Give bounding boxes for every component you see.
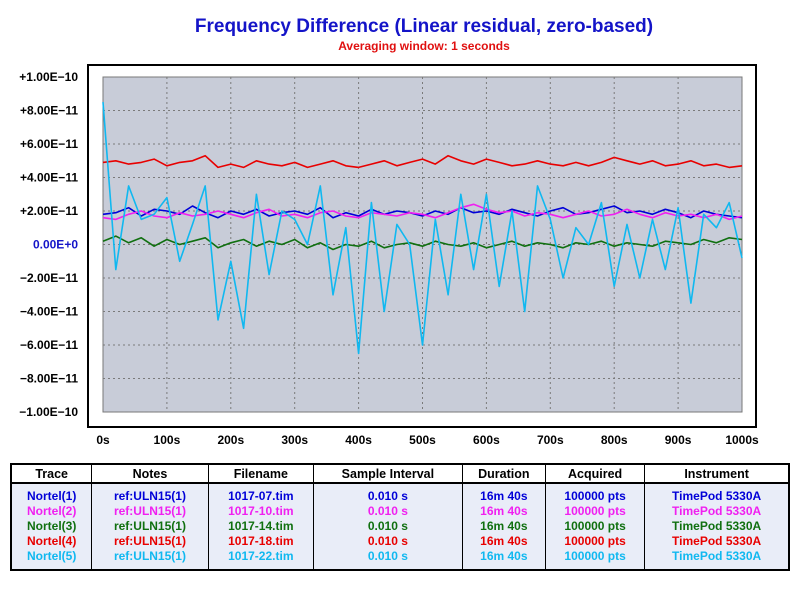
x-tick-label: 300s (281, 433, 308, 447)
header-instrument: Instrument (644, 463, 790, 484)
legend-cell-acquired: 100000 pts (544, 483, 646, 503)
series-line-2 (102, 203, 743, 221)
legend-cell-notes: ref:ULN15(1) (91, 483, 209, 503)
legend-cell-instrument: TimePod 5330A (644, 483, 790, 503)
legend-cell-trace: Nortel(4) (10, 533, 93, 548)
chart-subtitle: Averaging window: 1 seconds (338, 39, 510, 53)
y-tick-label: +6.00E−11 (20, 137, 78, 151)
legend-cell-interval: 0.010 s (313, 483, 463, 503)
header-sample-interval: Sample Interval (313, 463, 463, 484)
legend-cell-trace: Nortel(1) (10, 483, 93, 503)
legend-cell-duration: 16m 40s (461, 533, 547, 548)
x-tick-label: 700s (537, 433, 564, 447)
grid-lines (102, 76, 743, 413)
series-line-1 (102, 205, 743, 219)
x-tick-label: 600s (473, 433, 500, 447)
x-tick-label: 0s (96, 433, 110, 447)
y-tick-label: +2.00E−11 (20, 204, 78, 218)
legend-cell-filename: 1017-07.tim (207, 483, 315, 503)
legend-header-row: Trace Notes Filename Sample Interval Dur… (10, 463, 790, 484)
legend-cell-instrument: TimePod 5330A (644, 533, 790, 548)
legend-cell-trace: Nortel(2) (10, 503, 93, 518)
legend-cell-filename: 1017-10.tim (207, 503, 315, 518)
series-line-5 (102, 102, 743, 355)
header-notes: Notes (91, 463, 209, 484)
y-tick-label: −1.00E−10 (19, 405, 78, 419)
trace-legend-table: Trace Notes Filename Sample Interval Dur… (10, 463, 790, 571)
legend-cell-instrument: TimePod 5330A (644, 548, 790, 570)
legend-cell-trace: Nortel(3) (10, 518, 93, 533)
legend-cell-duration: 16m 40s (461, 503, 547, 518)
y-tick-label: 0.00E+0 (33, 238, 78, 252)
header-filename: Filename (207, 463, 315, 484)
legend-cell-acquired: 100000 pts (544, 518, 646, 533)
legend-cell-notes: ref:ULN15(1) (91, 533, 209, 548)
legend-cell-filename: 1017-22.tim (207, 548, 315, 570)
legend-cell-acquired: 100000 pts (544, 503, 646, 518)
frequency-difference-chart: 0s 100s 200s 300s 400s 500s 600s 700s 800s 900s 10… (19, 64, 759, 447)
chart-title: Frequency Difference (Linear residual, z… (194, 16, 654, 37)
header-duration: Duration (461, 463, 547, 484)
x-tick-label: 900s (665, 433, 692, 447)
series-line-4 (102, 154, 743, 169)
legend-cell-interval: 0.010 s (313, 548, 463, 570)
legend-cell-acquired: 100000 pts (544, 548, 646, 570)
x-axis-ticks: 0s 100s 200s 300s 400s 500s 600s 700s 800s 900s 10… (96, 433, 759, 447)
legend-cell-trace: Nortel(5) (10, 548, 93, 570)
y-tick-label: +8.00E−11 (20, 104, 78, 118)
y-tick-label: −8.00E−11 (20, 372, 78, 386)
legend-cell-interval: 0.010 s (313, 518, 463, 533)
legend-cell-notes: ref:ULN15(1) (91, 548, 209, 570)
y-tick-label: −6.00E−11 (20, 338, 78, 352)
y-tick-label: −4.00E−11 (20, 305, 78, 319)
legend-cell-acquired: 100000 pts (544, 533, 646, 548)
x-tick-label: 800s (601, 433, 628, 447)
x-tick-label: 200s (217, 433, 244, 447)
header-acquired: Acquired (544, 463, 646, 484)
legend-cell-notes: ref:ULN15(1) (91, 503, 209, 518)
legend-cell-notes: ref:ULN15(1) (91, 518, 209, 533)
legend-cell-interval: 0.010 s (313, 533, 463, 548)
legend-cell-instrument: TimePod 5330A (644, 518, 790, 533)
x-tick-label: 400s (345, 433, 372, 447)
legend-cell-interval: 0.010 s (313, 503, 463, 518)
legend-cell-instrument: TimePod 5330A (644, 503, 790, 518)
x-tick-label: 500s (409, 433, 436, 447)
y-tick-label: +4.00E−11 (20, 171, 78, 185)
series-layer (102, 102, 743, 355)
y-tick-label: +1.00E−10 (19, 70, 78, 84)
series-line-3 (102, 235, 743, 251)
x-tick-label: 1000s (725, 433, 759, 447)
legend-cell-filename: 1017-14.tim (207, 518, 315, 533)
y-axis-ticks: +1.00E−10 +8.00E−11 +6.00E−11 +4.00E−11 +2.0… (19, 70, 78, 419)
legend-cell-duration: 16m 40s (461, 548, 547, 570)
legend-cell-filename: 1017-18.tim (207, 533, 315, 548)
legend-cell-duration: 16m 40s (461, 483, 547, 503)
y-tick-label: −2.00E−11 (20, 271, 78, 285)
legend-cell-duration: 16m 40s (461, 518, 547, 533)
header-trace: Trace (10, 463, 93, 484)
x-tick-label: 100s (154, 433, 181, 447)
